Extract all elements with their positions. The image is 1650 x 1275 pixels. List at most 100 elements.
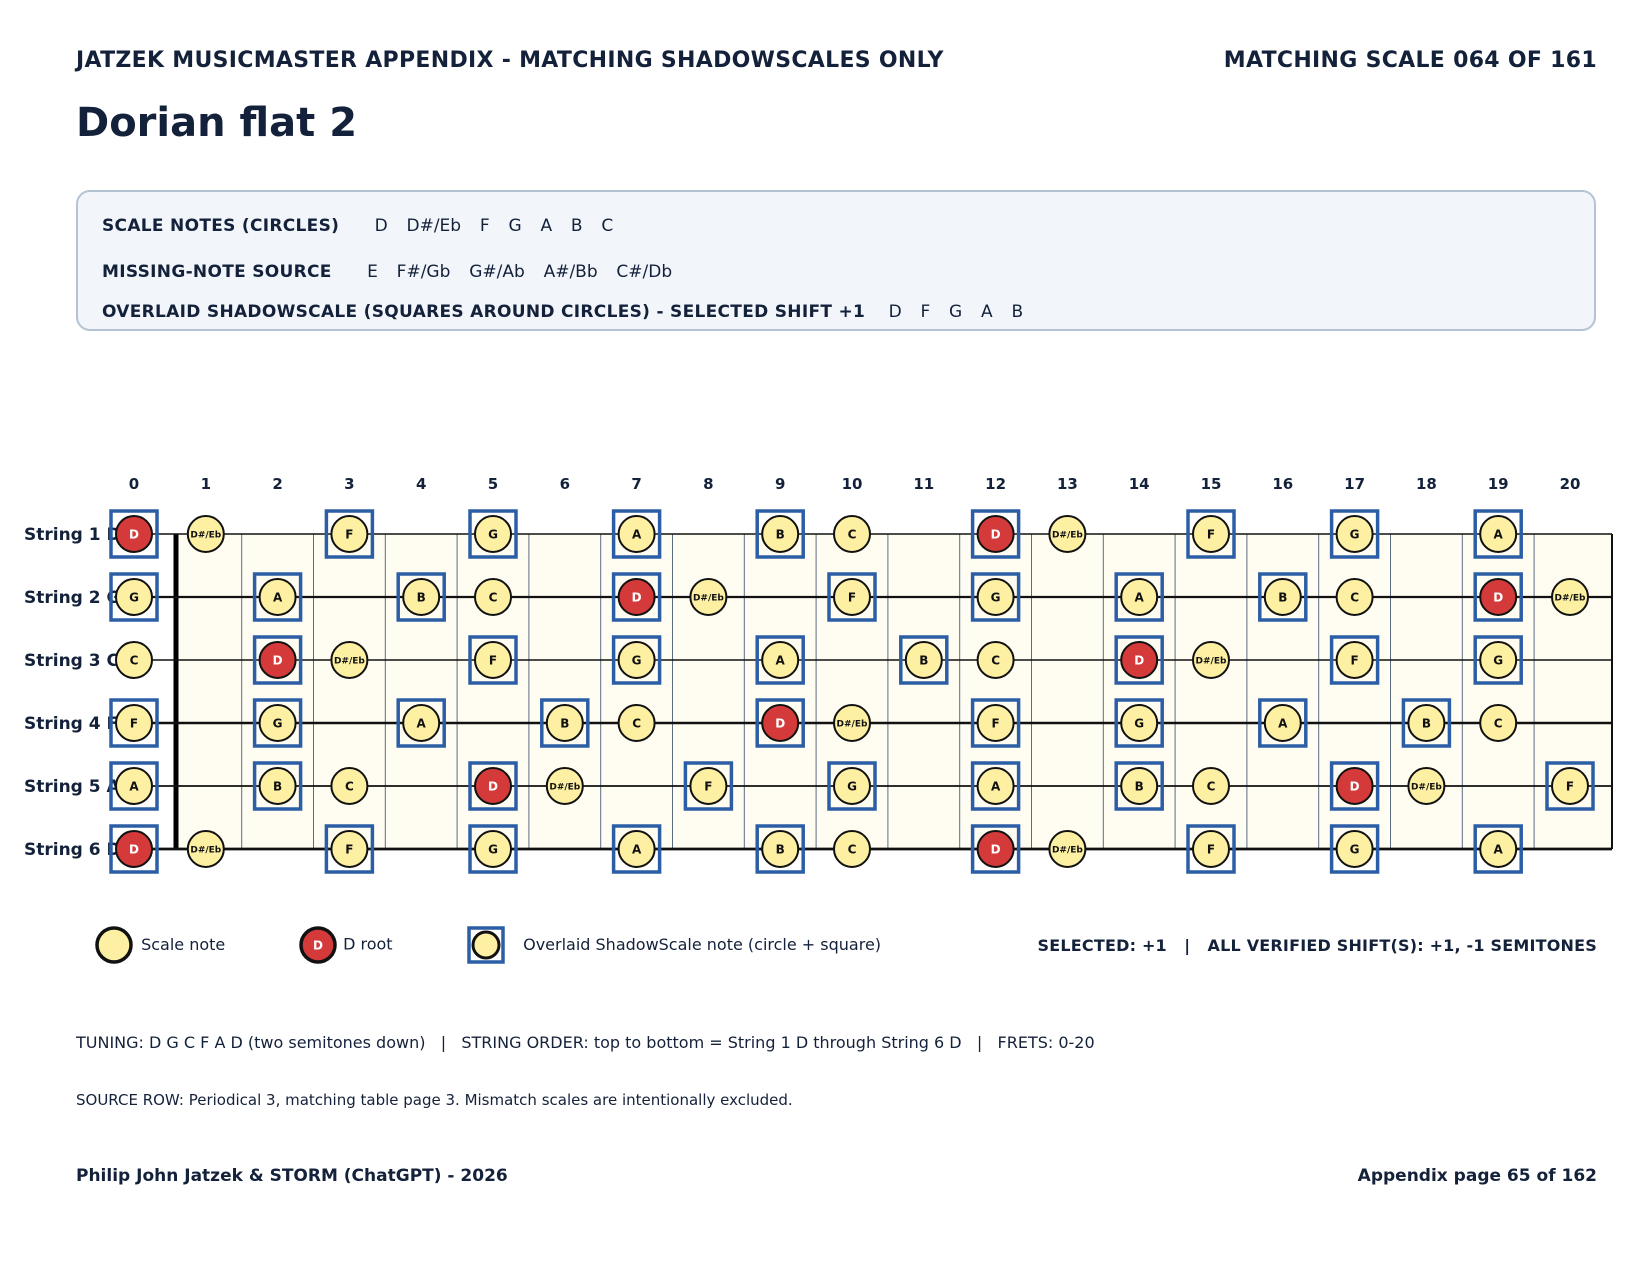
shadowscale-square [396, 572, 446, 622]
fret-number: 2 [272, 475, 282, 493]
fretboard-background [176, 534, 1612, 849]
note-label: F [1207, 843, 1215, 857]
note-label: G [1350, 843, 1360, 857]
shadowscale-square [1473, 509, 1523, 559]
shadowscale-square [1545, 761, 1595, 811]
fret-number: 14 [1129, 475, 1150, 493]
scale-note-circle [833, 830, 871, 868]
note-label: D [488, 780, 498, 794]
scale-note-circle [1479, 704, 1518, 742]
overlay-value: D F G A B [888, 302, 1024, 322]
scale-counter: MATCHING SCALE 064 OF 161 [1223, 48, 1597, 73]
shadowscale-square [324, 509, 375, 559]
note-label: A [991, 780, 1001, 794]
shadowscale-square [827, 761, 877, 811]
legend-scale-note-circle [95, 926, 133, 964]
fret-number: 20 [1560, 475, 1581, 493]
note-label: A [632, 528, 642, 542]
scale-note-circle [833, 578, 871, 616]
note-label: B [919, 654, 928, 668]
note-label: C [848, 843, 857, 857]
shadowscale-square [468, 761, 518, 811]
scale-note-circle [258, 767, 297, 805]
fret-number: 17 [1344, 475, 1365, 493]
shadowscale-square [540, 698, 590, 748]
shadowscale-square [252, 761, 303, 811]
fret-number: 18 [1416, 475, 1437, 493]
missing-notes-value: E F#/Gb G#/Ab A#/Bb C#/Db [367, 262, 673, 282]
scale-note-circle [689, 767, 728, 805]
shadowscale-square [1258, 572, 1308, 622]
note-label: D#/Eb [190, 846, 221, 856]
note-label: B [1135, 780, 1144, 794]
note-label: D [991, 843, 1001, 857]
scale-note-circle [833, 704, 871, 742]
scale-note-circle [1263, 578, 1302, 616]
scale-note-circle [976, 704, 1015, 742]
legend-root: D D root [298, 925, 393, 965]
fret-number: 1 [201, 475, 211, 493]
note-label: F [345, 528, 353, 542]
scale-note-circle [402, 578, 441, 616]
note-label: G [1350, 528, 1360, 542]
root-note-circle [474, 767, 512, 805]
scale-note-circle [186, 830, 225, 868]
note-label: F [130, 717, 138, 731]
shadowscale-square [611, 509, 662, 559]
note-label: D [273, 654, 283, 668]
shadowscale-square [1401, 698, 1452, 748]
missing-notes-row: MISSING-NOTE SOURCE E F#/Gb G#/Ab A#/Bb … [102, 262, 672, 282]
note-label: B [1422, 717, 1431, 731]
note-label: D [775, 717, 785, 731]
note-label: F [1350, 654, 1358, 668]
shift-summary: SELECTED: +1 | ALL VERIFIED SHIFT(S): +1… [1037, 936, 1597, 955]
shadowscale-square [252, 635, 303, 685]
scale-note-circle [976, 578, 1015, 616]
fret-number: 16 [1272, 475, 1293, 493]
shadowscale-square [1114, 698, 1164, 748]
shadowscale-square [468, 509, 518, 559]
scale-note-circle [1407, 767, 1446, 805]
note-label: C [991, 654, 1000, 668]
shadowscale-square [468, 635, 518, 685]
scale-note-circle [761, 830, 800, 868]
scale-note-circle [689, 578, 728, 616]
note-label: F [991, 717, 999, 731]
scale-note-circle [474, 641, 512, 679]
missing-notes-label: MISSING-NOTE SOURCE [102, 262, 332, 282]
shadowscale-square [1186, 509, 1236, 559]
note-label: D [991, 528, 1001, 542]
note-label: B [776, 528, 785, 542]
shadowscale-square [109, 761, 159, 811]
legend-root-label: D root [343, 934, 393, 954]
scale-note-circle [1479, 830, 1518, 868]
note-label: D#/Eb [1052, 531, 1083, 541]
fret-number: 7 [631, 475, 641, 493]
note-label: B [1278, 591, 1287, 605]
shadowscale-square [252, 698, 303, 748]
scale-note-circle [617, 704, 656, 742]
scale-note-circle [617, 515, 656, 553]
fret-number: 8 [703, 475, 713, 493]
note-label: C [345, 780, 354, 794]
note-label: D#/Eb [1196, 657, 1227, 667]
scale-note-circle [186, 515, 225, 553]
scale-note-circle [976, 641, 1015, 679]
scale-note-circle [1192, 515, 1230, 553]
note-label: F [345, 843, 353, 857]
fret-number: 11 [913, 475, 934, 493]
fret-number: 6 [560, 475, 570, 493]
note-label: G [1493, 654, 1503, 668]
note-label: B [417, 591, 426, 605]
shadowscale-square [1473, 572, 1523, 622]
legend-overlay-symbol [467, 926, 505, 964]
scale-note-circle [330, 830, 369, 868]
scale-note-circle [761, 641, 800, 679]
note-label: C [1494, 717, 1503, 731]
shadowscale-square [899, 635, 949, 685]
string-label: String 2 G [24, 588, 120, 608]
scale-note-circle [115, 767, 153, 805]
shadowscale-square [970, 761, 1021, 811]
root-note-circle [115, 830, 153, 868]
note-label: C [848, 528, 857, 542]
